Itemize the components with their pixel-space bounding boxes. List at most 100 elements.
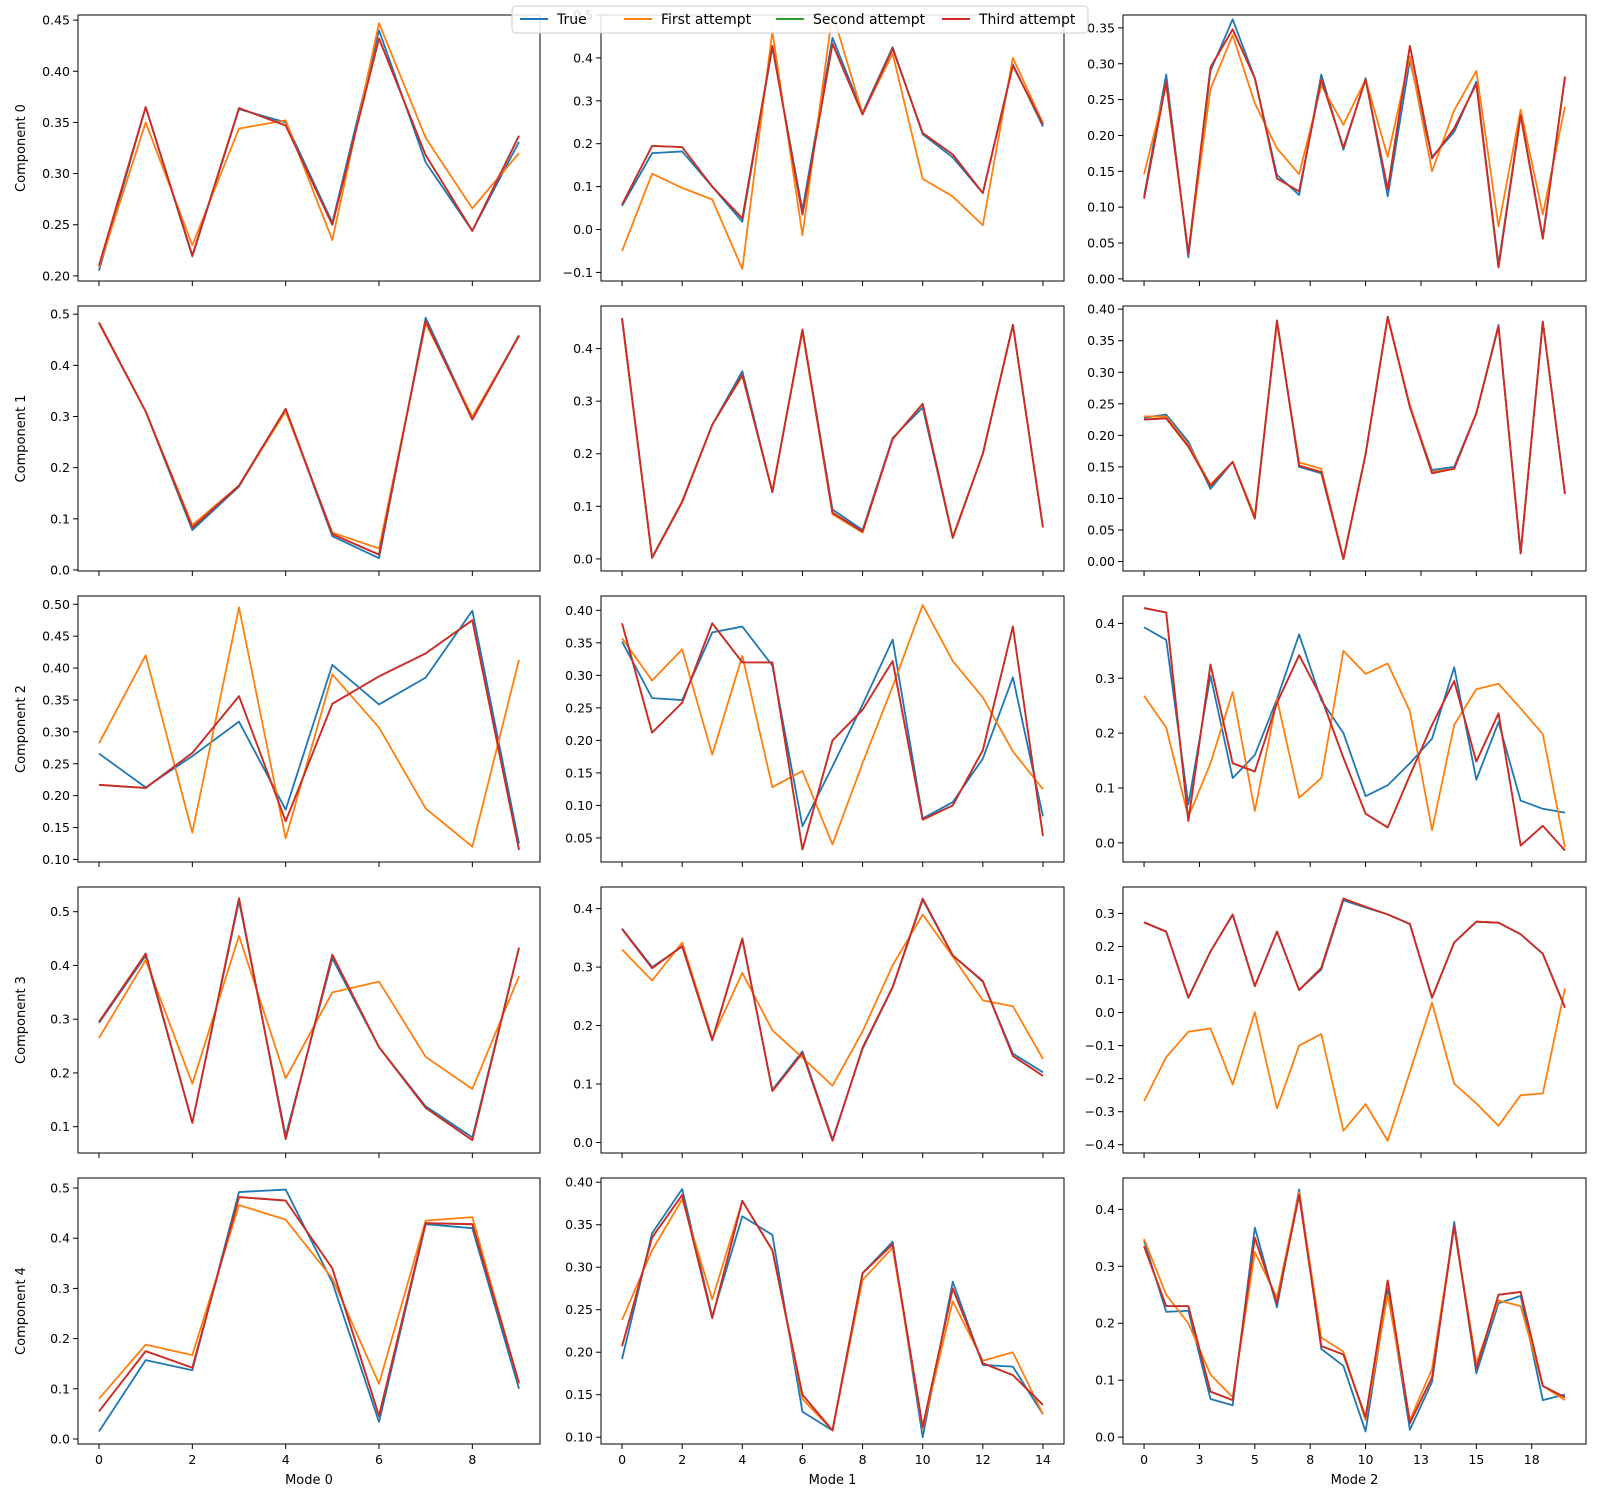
plot-area <box>601 887 1064 1153</box>
y-tick-label: 0.25 <box>1087 396 1115 411</box>
x-axis-label: Mode 2 <box>1331 1473 1379 1488</box>
plot-area <box>78 306 540 571</box>
axes-frame <box>1122 14 1587 282</box>
y-tick-label: 0.4 <box>1095 1202 1115 1217</box>
y-tick-label: 0.2 <box>573 136 593 151</box>
axes-frame <box>77 14 541 282</box>
plot-area <box>1123 596 1586 862</box>
subplot-r4-c0: 0.0 0.1 0.2 0.3 0.4 0.5 0 2 4 6 8 Component 4 Mode 0 <box>14 1177 541 1488</box>
y-tick-label: −0.1 <box>1085 1038 1115 1053</box>
y-tick-label: 0.1 <box>50 511 70 526</box>
y-tick-label: 0.15 <box>1087 164 1115 179</box>
y-tick-label: 0.3 <box>1095 1259 1115 1274</box>
series-line-first-attempt <box>1143 34 1566 254</box>
y-tick-label: 0.0 <box>1095 1430 1115 1445</box>
y-tick-label: 0.0 <box>1095 835 1115 850</box>
axes-frame <box>600 1177 1065 1445</box>
y-tick-label: 0.2 <box>50 1065 70 1080</box>
y-tick-label: 0.4 <box>573 901 593 916</box>
axes-frame <box>600 305 1065 572</box>
series-line-true <box>98 609 520 844</box>
x-tick-label: 13 <box>1413 1452 1429 1467</box>
y-tick-label: 0.40 <box>565 1175 593 1190</box>
y-tick-label: 0.20 <box>1087 128 1115 143</box>
x-tick-label: 3 <box>1195 1452 1203 1467</box>
x-tick-label: 10 <box>1358 1452 1374 1467</box>
series-lines <box>621 317 1044 559</box>
x-tick-label: 0 <box>95 1452 103 1467</box>
y-tick-label: 0.00 <box>1087 271 1115 286</box>
y-tick-label: 0.30 <box>42 166 70 181</box>
x-tick-label: 4 <box>738 1452 746 1467</box>
y-tick-label: 0.4 <box>50 358 70 373</box>
y-tick-label: 0.15 <box>1087 459 1115 474</box>
x-tick-label: 14 <box>1035 1452 1051 1467</box>
axes-frame <box>1122 305 1587 572</box>
y-tick-label: 0.05 <box>1087 522 1115 537</box>
plot-area <box>601 1178 1064 1444</box>
y-tick-label: 0.10 <box>42 852 70 867</box>
subplot-r2-c2: 0.0 0.1 0.2 0.3 0.4 <box>1095 595 1587 867</box>
y-tick-label: 0.2 <box>1095 726 1115 741</box>
subplot-r0-c1: −0.10.00.10.20.30.40.5 <box>563 8 1065 286</box>
x-tick-label: 6 <box>375 1452 383 1467</box>
y-tick-label: 0.35 <box>1087 20 1115 35</box>
series-line-third-attempt <box>621 622 1044 851</box>
y-tick-label: 0.2 <box>1095 1316 1115 1331</box>
axes-frame <box>77 305 541 572</box>
x-tick-label: 18 <box>1524 1452 1540 1467</box>
y-tick-label: 0.25 <box>565 1302 593 1317</box>
y-tick-label: 0.25 <box>42 756 70 771</box>
y-tick-label: 0.40 <box>1087 302 1115 317</box>
x-tick-label: 8 <box>468 1452 476 1467</box>
plot-area <box>601 15 1064 281</box>
series-line-third-attempt <box>621 897 1044 1142</box>
subplot-r2-c1: 0.05 0.10 0.15 0.20 0.25 0.30 0.35 0.40 <box>565 595 1065 867</box>
y-tick-label: 0.35 <box>1087 333 1115 348</box>
series-line-third-attempt <box>98 319 520 556</box>
axes-frame <box>77 1177 541 1445</box>
series-lines <box>1143 607 1566 852</box>
subplot-r3-c0: 0.1 0.2 0.3 0.4 0.5 Component 3 <box>14 886 541 1158</box>
series-lines <box>621 1188 1044 1439</box>
y-tick-label: 0.10 <box>1087 200 1115 215</box>
series-lines <box>98 606 520 851</box>
series-line-first-attempt <box>1143 988 1566 1142</box>
series-lines <box>1143 315 1566 560</box>
y-tick-label: 0.3 <box>573 93 593 108</box>
axes-frame <box>1122 1177 1587 1445</box>
y-tick-label: 0.3 <box>50 1281 70 1296</box>
series-line-third-attempt <box>621 42 1044 220</box>
subplot-r0-c0: 0.20 0.25 0.30 0.35 0.40 0.45 Component 0 <box>14 13 541 286</box>
series-line-third-attempt <box>1143 607 1566 852</box>
y-tick-label: 0.3 <box>50 409 70 424</box>
subplot-r4-c2: 0.0 0.1 0.2 0.3 0.4 0 3 5 8 10 13 15 18 Mode 2 <box>1095 1177 1587 1488</box>
y-axis-label: Component 2 <box>14 685 29 773</box>
y-tick-label: 0.2 <box>573 1018 593 1033</box>
axes-frame <box>600 595 1065 863</box>
legend-label-true: True <box>556 12 587 28</box>
y-tick-label: 0.1 <box>573 179 593 194</box>
y-tick-label: 0.40 <box>42 64 70 79</box>
y-tick-label: 0.3 <box>573 394 593 409</box>
series-lines <box>1143 897 1566 1142</box>
y-tick-label: 0.3 <box>50 1012 70 1027</box>
y-axis-label: Component 1 <box>14 395 29 483</box>
y-tick-label: 0.5 <box>50 307 70 322</box>
y-tick-label: 0.4 <box>50 958 70 973</box>
legend-label-third-attempt: Third attempt <box>978 12 1076 28</box>
y-tick-label: 0.20 <box>42 268 70 283</box>
y-tick-label: 0.25 <box>565 700 593 715</box>
plot-area <box>1123 887 1586 1153</box>
y-tick-label: 0.15 <box>565 765 593 780</box>
series-line-first-attempt <box>621 15 1044 270</box>
x-tick-label: 8 <box>1306 1452 1314 1467</box>
series-lines <box>621 604 1044 851</box>
y-tick-label: 0.40 <box>42 661 70 676</box>
series-lines <box>98 897 520 1141</box>
subplot-r1-c0: 0.0 0.1 0.2 0.3 0.4 0.5 Component 1 <box>14 305 541 577</box>
series-lines <box>98 22 520 272</box>
series-lines <box>621 15 1044 270</box>
